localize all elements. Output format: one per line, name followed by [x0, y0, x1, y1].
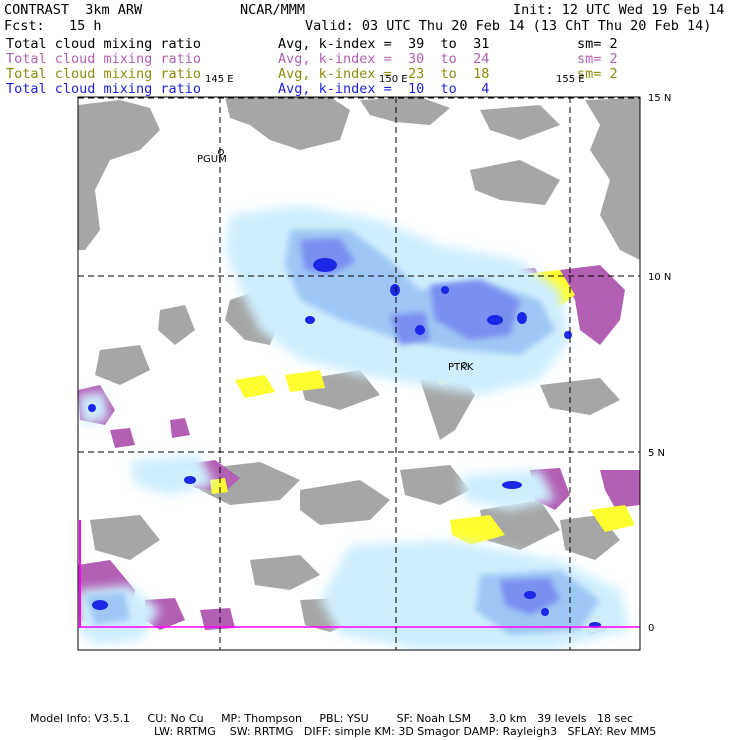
station-pgum-label: PGUM	[197, 154, 227, 165]
footer-physics-info: LW: RRTMG SW: RRTMG DIFF: simple KM: 3D …	[154, 725, 657, 738]
lon-label-150: 150 E	[379, 74, 408, 85]
lat-label-15n: 15 N	[648, 93, 671, 104]
map-frame	[77, 96, 641, 651]
station-ptkk-label: PTKK	[448, 362, 474, 373]
legend-field-3: Total cloud mixing ratio	[6, 66, 202, 82]
lon-label-145: 145 E	[205, 74, 234, 85]
lat-label-0: 0	[648, 623, 654, 634]
lat-label-5n: 5 N	[648, 448, 665, 459]
legend-index-2: Avg, k-index = 30 to 24	[278, 51, 490, 67]
legend-sm-1: sm= 2	[577, 36, 618, 52]
legend-sm-3: sm= 2	[577, 66, 618, 82]
forecast-hour: Fcst: 15 h	[4, 18, 102, 34]
lon-label-155: 155 E	[556, 74, 585, 85]
station-pgum-marker	[218, 149, 224, 155]
organization: NCAR/MMM	[240, 2, 306, 18]
high-cloud-cores	[88, 258, 601, 628]
valid-time: Valid: 03 UTC Thu 20 Feb 14 (13 ChT Thu …	[305, 18, 712, 34]
legend-sm-2: sm= 2	[577, 51, 618, 67]
lat-label-10n: 10 N	[648, 272, 671, 283]
legend-field-1: Total cloud mixing ratio	[6, 36, 202, 52]
legend-field-4: Total cloud mixing ratio	[6, 81, 202, 97]
init-time: Init: 12 UTC Wed 19 Feb 14	[513, 2, 725, 18]
station-ptkk-marker	[461, 362, 467, 368]
legend-index-4: Avg, k-index = 10 to 4	[278, 81, 490, 97]
legend-index-1: Avg, k-index = 39 to 31	[278, 36, 490, 52]
legend-field-2: Total cloud mixing ratio	[6, 51, 202, 67]
footer-model-info: Model Info: V3.5.1 CU: No Cu MP: Thompso…	[30, 712, 634, 725]
legend-index-3: Avg, k-index = 23 to 18	[278, 66, 490, 82]
model-title: CONTRAST 3km ARW	[4, 2, 143, 18]
lat-lon-grid	[78, 97, 640, 650]
